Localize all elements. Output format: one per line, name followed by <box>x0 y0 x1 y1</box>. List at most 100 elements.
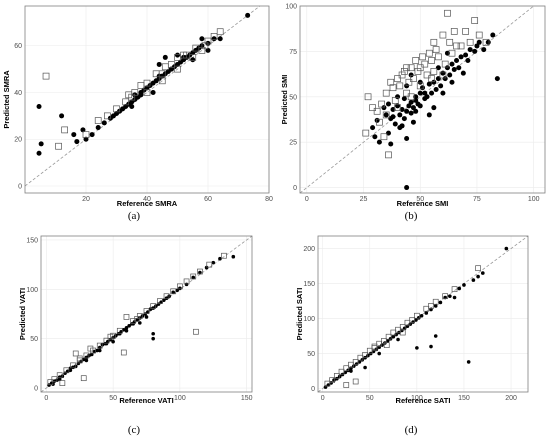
data-point <box>425 49 433 57</box>
data-point <box>71 132 77 138</box>
y-tick-label: 200 <box>303 246 315 253</box>
data-point <box>389 84 397 92</box>
data-point <box>210 33 218 40</box>
data-point <box>205 47 211 53</box>
data-point <box>395 103 401 109</box>
data-point <box>151 331 155 336</box>
data-point <box>204 265 209 270</box>
identity-line <box>317 235 529 393</box>
data-point <box>373 107 381 115</box>
data-point <box>442 293 448 300</box>
data-point <box>134 316 141 322</box>
data-point <box>433 87 439 93</box>
data-point <box>56 372 63 379</box>
data-point <box>462 28 469 35</box>
data-point <box>68 366 73 371</box>
data-point <box>394 75 401 82</box>
data-point <box>107 333 114 340</box>
data-point <box>123 314 130 320</box>
data-point <box>343 382 350 388</box>
data-point <box>61 126 69 134</box>
data-point <box>428 75 435 82</box>
data-point <box>472 48 478 54</box>
data-point <box>143 89 151 96</box>
data-point <box>117 331 122 336</box>
data-point <box>376 118 383 126</box>
data-point <box>387 78 395 86</box>
data-point <box>372 134 378 140</box>
data-point <box>414 68 422 75</box>
x-tick-label: 150 <box>458 395 470 402</box>
data-point <box>151 336 155 341</box>
data-point <box>354 362 359 366</box>
data-point <box>135 318 139 322</box>
data-point <box>385 151 392 159</box>
y-tick-label: 50 <box>289 94 297 101</box>
series-open-square <box>362 9 490 159</box>
data-point <box>465 57 471 63</box>
data-point <box>217 36 223 42</box>
data-point <box>394 104 401 112</box>
data-point <box>444 65 450 71</box>
series-filled-circle <box>370 32 500 191</box>
data-point <box>475 265 481 272</box>
data-point <box>120 349 127 356</box>
data-point <box>399 324 406 330</box>
data-point <box>447 72 453 78</box>
data-point <box>408 110 414 116</box>
data-point <box>184 282 189 287</box>
data-point <box>410 119 416 125</box>
data-point <box>504 246 509 251</box>
data-point <box>47 379 54 385</box>
data-point <box>95 125 101 131</box>
data-point <box>426 81 432 87</box>
data-point <box>221 252 227 259</box>
data-point <box>151 306 155 310</box>
y-axis-label: Predicted SATI <box>295 288 304 341</box>
data-point <box>180 51 187 59</box>
data-point <box>111 339 115 344</box>
data-point <box>36 104 42 110</box>
data-point <box>454 57 460 63</box>
data-point <box>198 47 206 54</box>
data-point <box>376 139 382 145</box>
data-point <box>158 77 166 85</box>
data-point <box>398 71 406 79</box>
x-tick-label: 0 <box>305 196 309 203</box>
panel-caption: (d) <box>405 424 418 436</box>
data-point <box>352 378 359 385</box>
data-point <box>404 185 410 191</box>
data-point <box>59 380 66 386</box>
x-tick-label: 100 <box>528 196 540 203</box>
series-open-square <box>42 28 224 150</box>
data-point <box>89 352 94 357</box>
x-tick-label: 50 <box>366 395 374 402</box>
data-point <box>198 270 202 275</box>
data-point <box>108 337 113 342</box>
data-point <box>414 318 418 322</box>
chart-panel-a: 20 40 60 80 0 20 40 60 Reference SMRA Predicted S… <box>2 5 273 222</box>
x-axis-label: Reference SMI <box>397 199 449 208</box>
data-point <box>144 315 149 319</box>
data-point <box>416 82 424 90</box>
data-point <box>363 365 367 370</box>
y-tick-label: 0 <box>18 183 22 190</box>
x-tick-label: 50 <box>416 196 424 203</box>
data-point <box>424 311 429 315</box>
data-point <box>199 36 205 42</box>
data-point <box>442 76 448 82</box>
data-point <box>130 318 136 324</box>
data-point <box>362 129 370 137</box>
chart-panel-b: 0 25 50 75 100 0 25 50 75 100 Reference SMI Predict… <box>280 4 546 222</box>
data-point <box>467 47 473 53</box>
data-point <box>476 274 480 279</box>
data-point <box>452 295 457 300</box>
data-point <box>424 94 430 100</box>
data-point <box>131 322 135 326</box>
x-axis-label: Reference SMRA <box>117 199 178 208</box>
x-tick-label: 75 <box>473 196 481 203</box>
data-point <box>438 300 443 305</box>
data-point <box>38 141 44 147</box>
data-point <box>480 271 485 275</box>
